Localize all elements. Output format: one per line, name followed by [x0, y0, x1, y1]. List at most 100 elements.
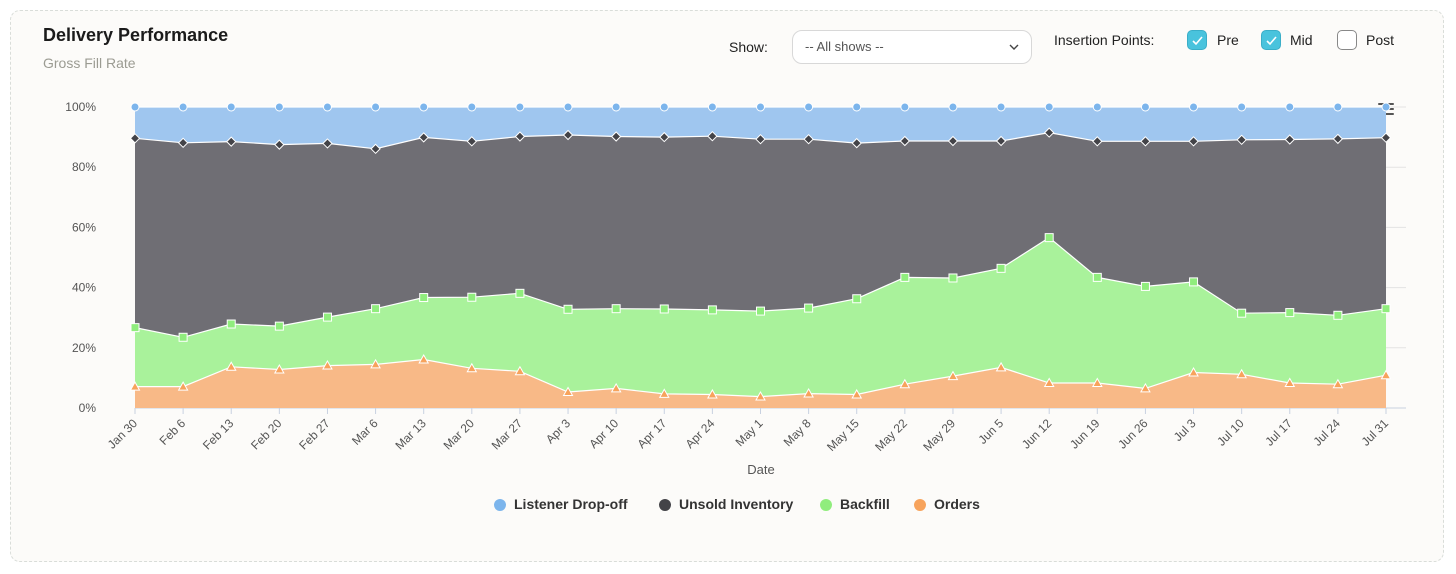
data-point[interactable]	[563, 304, 573, 314]
data-point[interactable]	[1092, 272, 1102, 282]
data-point[interactable]	[804, 303, 814, 313]
data-point[interactable]	[1380, 132, 1392, 143]
data-point[interactable]	[419, 102, 429, 112]
data-point[interactable]	[996, 263, 1006, 273]
data-point[interactable]	[658, 388, 670, 398]
data-point[interactable]	[1332, 133, 1344, 145]
data-point[interactable]	[1092, 102, 1102, 112]
data-point[interactable]	[1044, 102, 1054, 112]
data-point[interactable]	[322, 312, 332, 322]
data-point[interactable]	[466, 362, 478, 373]
data-point[interactable]	[274, 139, 285, 150]
data-point[interactable]	[1140, 382, 1151, 393]
data-point[interactable]	[177, 137, 189, 149]
mid-checkbox[interactable]	[1261, 30, 1281, 50]
data-point[interactable]	[418, 132, 429, 143]
data-point[interactable]	[804, 102, 814, 112]
data-point[interactable]	[515, 102, 525, 112]
data-point[interactable]	[562, 129, 574, 141]
data-point[interactable]	[322, 360, 333, 370]
data-point[interactable]	[611, 102, 621, 112]
data-point[interactable]	[129, 381, 141, 391]
data-point[interactable]	[851, 137, 862, 149]
data-point[interactable]	[515, 288, 525, 298]
data-point[interactable]	[274, 102, 284, 112]
data-point[interactable]	[418, 354, 430, 364]
data-point[interactable]	[1380, 369, 1392, 380]
data-point[interactable]	[996, 102, 1006, 112]
data-point[interactable]	[178, 332, 188, 342]
data-point[interactable]	[1043, 377, 1055, 388]
data-point[interactable]	[177, 381, 189, 391]
post-checkbox-label[interactable]: Post	[1366, 32, 1395, 48]
data-point[interactable]	[707, 305, 717, 315]
data-point[interactable]	[610, 131, 622, 142]
data-point[interactable]	[1189, 277, 1199, 287]
data-point[interactable]	[1333, 310, 1343, 320]
data-point[interactable]	[1140, 102, 1150, 112]
data-point[interactable]	[948, 102, 958, 112]
data-point[interactable]	[707, 388, 718, 399]
data-point[interactable]	[1236, 134, 1247, 146]
data-point[interactable]	[707, 102, 717, 112]
data-point[interactable]	[419, 293, 429, 303]
data-point[interactable]	[563, 102, 573, 112]
data-point[interactable]	[562, 386, 574, 397]
data-point[interactable]	[514, 131, 526, 142]
data-point[interactable]	[995, 135, 1007, 147]
data-point[interactable]	[755, 391, 766, 401]
data-point[interactable]	[1092, 136, 1103, 147]
data-point[interactable]	[1189, 102, 1199, 112]
data-point[interactable]	[322, 102, 332, 112]
data-point[interactable]	[659, 102, 669, 112]
data-point[interactable]	[178, 102, 188, 112]
data-point[interactable]	[947, 135, 959, 147]
data-point[interactable]	[1285, 308, 1295, 318]
data-point[interactable]	[370, 143, 381, 155]
data-point[interactable]	[611, 304, 621, 314]
data-point[interactable]	[467, 292, 477, 302]
data-point[interactable]	[514, 365, 526, 376]
data-point[interactable]	[129, 133, 141, 144]
data-point[interactable]	[803, 133, 814, 145]
data-point[interactable]	[1188, 366, 1199, 377]
data-point[interactable]	[851, 388, 863, 399]
data-point[interactable]	[1043, 127, 1055, 138]
pre-checkbox[interactable]	[1187, 30, 1207, 50]
mid-checkbox-label[interactable]: Mid	[1290, 32, 1313, 48]
data-point[interactable]	[899, 378, 911, 389]
data-point[interactable]	[1332, 378, 1344, 389]
data-point[interactable]	[659, 131, 670, 143]
data-point[interactable]	[322, 138, 333, 149]
data-point[interactable]	[466, 136, 478, 147]
data-point[interactable]	[467, 102, 477, 112]
data-point[interactable]	[899, 135, 911, 147]
data-point[interactable]	[1284, 134, 1295, 145]
data-point[interactable]	[852, 102, 862, 112]
data-point[interactable]	[948, 273, 958, 283]
data-point[interactable]	[226, 136, 237, 147]
data-point[interactable]	[1237, 102, 1247, 112]
data-point[interactable]	[1044, 233, 1054, 243]
data-point[interactable]	[1381, 304, 1391, 314]
data-point[interactable]	[1236, 368, 1248, 379]
data-point[interactable]	[659, 304, 669, 314]
data-point[interactable]	[1188, 136, 1199, 147]
data-point[interactable]	[756, 102, 765, 112]
data-point[interactable]	[1237, 308, 1247, 318]
data-point[interactable]	[1285, 102, 1295, 112]
data-point[interactable]	[707, 130, 718, 142]
data-point[interactable]	[226, 102, 236, 112]
post-checkbox[interactable]	[1337, 30, 1357, 50]
data-point[interactable]	[947, 370, 959, 381]
data-point[interactable]	[1284, 377, 1296, 388]
data-point[interactable]	[995, 361, 1007, 372]
show-select[interactable]: -- All shows --	[792, 30, 1032, 64]
data-point[interactable]	[852, 294, 862, 304]
data-point[interactable]	[370, 358, 381, 369]
data-point[interactable]	[274, 321, 284, 331]
data-point[interactable]	[1333, 102, 1343, 112]
data-point[interactable]	[756, 306, 765, 316]
data-point[interactable]	[610, 382, 622, 393]
data-point[interactable]	[225, 361, 237, 371]
